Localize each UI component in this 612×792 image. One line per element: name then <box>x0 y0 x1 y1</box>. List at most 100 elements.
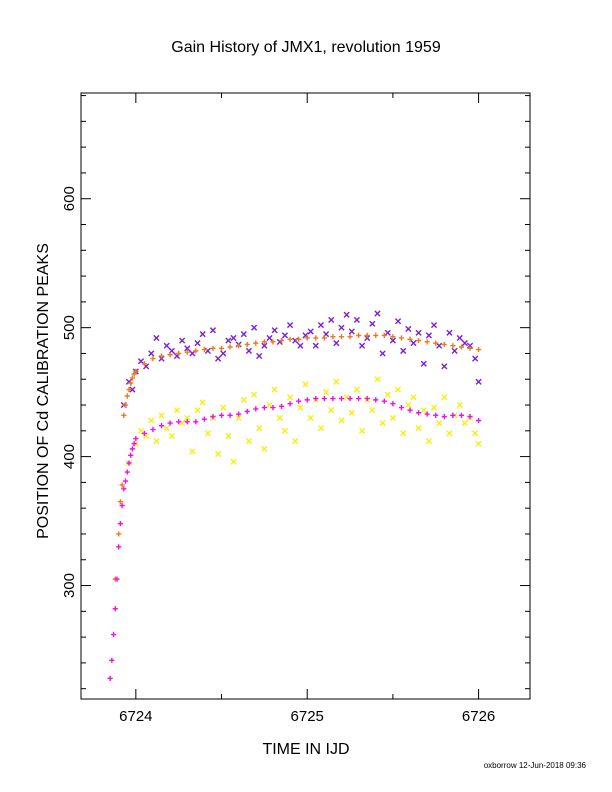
data-point <box>415 329 422 336</box>
data-point <box>330 334 336 340</box>
data-point <box>227 344 233 350</box>
data-point <box>193 419 199 425</box>
data-point <box>317 321 325 329</box>
data-point <box>210 414 216 420</box>
data-point <box>410 340 417 347</box>
series-peak2-raw <box>125 376 482 467</box>
data-point <box>225 337 232 344</box>
data-point <box>119 482 125 488</box>
data-point <box>338 324 345 331</box>
data-point <box>379 419 386 427</box>
data-point <box>194 340 201 347</box>
data-point <box>458 344 465 350</box>
data-point <box>266 334 273 342</box>
data-point <box>168 432 175 440</box>
data-point <box>230 334 237 342</box>
data-point <box>281 427 289 434</box>
plot-frame <box>80 92 531 700</box>
y-tick-label: 500 <box>61 315 78 340</box>
data-point <box>244 408 250 415</box>
data-point <box>384 391 391 398</box>
data-point <box>369 320 376 327</box>
data-point <box>220 350 227 357</box>
data-point <box>119 502 125 509</box>
data-point <box>356 395 362 402</box>
data-point <box>256 352 263 360</box>
footer-credit: oxborrow 12-Jun-2018 09:36 <box>484 761 587 770</box>
data-marks <box>107 310 482 681</box>
data-point <box>179 337 186 344</box>
data-point <box>261 339 267 345</box>
data-point <box>338 334 345 340</box>
data-point <box>296 336 302 342</box>
data-point <box>475 440 482 447</box>
data-point <box>330 395 336 402</box>
data-point <box>328 316 335 324</box>
data-point <box>176 419 182 425</box>
data-point <box>451 347 458 354</box>
data-point <box>430 321 438 329</box>
data-point <box>270 339 276 345</box>
data-point <box>390 334 396 340</box>
data-point <box>420 407 427 414</box>
data-point <box>321 395 327 402</box>
data-point <box>394 318 402 325</box>
data-point <box>364 332 370 338</box>
axis-ticks <box>81 93 530 699</box>
data-point <box>184 345 191 352</box>
data-point <box>266 401 273 409</box>
data-point <box>458 412 465 418</box>
data-point <box>107 675 113 681</box>
data-point <box>126 460 132 466</box>
data-point <box>441 341 447 348</box>
series-peak1-smooth <box>112 332 482 582</box>
data-point <box>124 469 130 475</box>
data-point <box>236 343 242 349</box>
data-point <box>109 657 115 663</box>
data-point <box>297 404 304 411</box>
data-point <box>313 395 319 402</box>
data-point <box>461 419 468 427</box>
data-point <box>296 398 302 404</box>
data-point <box>261 405 267 411</box>
data-point <box>446 430 453 437</box>
data-point <box>184 414 191 422</box>
data-point <box>398 405 405 411</box>
data-point <box>276 414 283 422</box>
data-point <box>287 401 293 407</box>
data-point <box>133 368 139 375</box>
data-point <box>424 411 430 417</box>
data-point <box>287 336 293 342</box>
data-point <box>110 631 117 638</box>
data-point <box>148 350 155 357</box>
data-point <box>394 386 402 393</box>
data-point <box>461 340 468 347</box>
data-point <box>312 342 319 349</box>
data-point <box>373 397 379 403</box>
data-point <box>347 395 353 402</box>
data-point <box>433 340 439 346</box>
data-point <box>225 432 232 440</box>
data-point <box>199 399 206 406</box>
data-point <box>467 345 473 351</box>
data-point <box>321 335 327 341</box>
data-point <box>250 391 258 398</box>
data-point <box>137 358 145 365</box>
data-point <box>358 342 366 349</box>
data-point <box>374 376 381 383</box>
data-point <box>199 331 206 338</box>
data-point <box>126 386 132 393</box>
data-point <box>338 395 345 402</box>
data-point <box>398 335 405 341</box>
data-point <box>297 342 304 349</box>
data-point <box>400 347 407 354</box>
data-point <box>210 345 216 351</box>
data-point <box>112 606 118 612</box>
data-point <box>114 576 120 582</box>
data-point <box>420 360 427 367</box>
data-point <box>400 430 407 437</box>
data-point <box>129 386 136 393</box>
data-point <box>141 361 148 367</box>
data-point <box>261 342 268 349</box>
data-point <box>250 324 258 331</box>
